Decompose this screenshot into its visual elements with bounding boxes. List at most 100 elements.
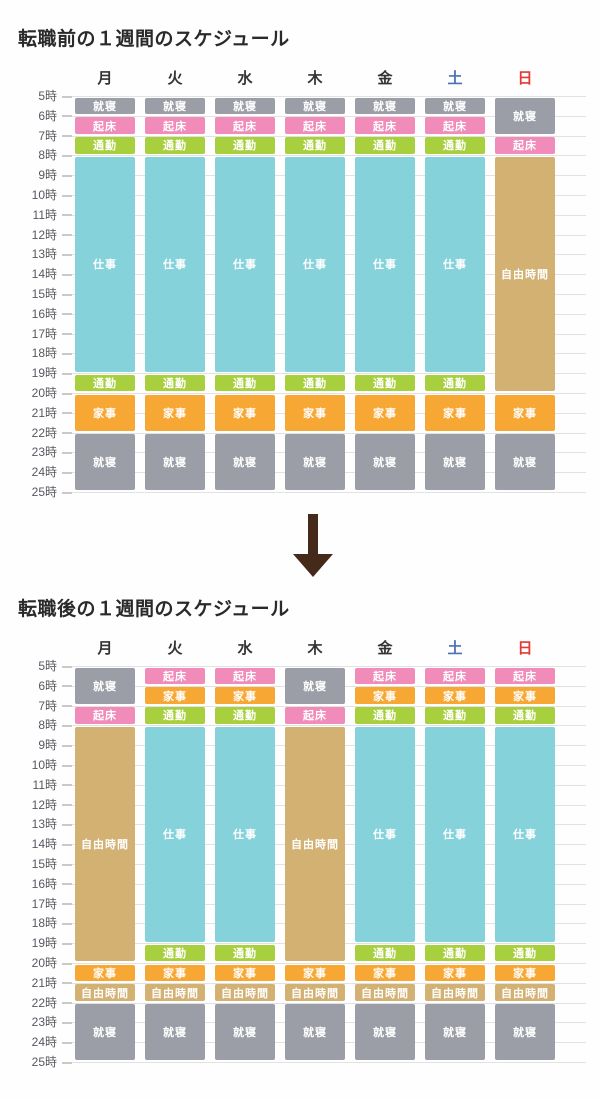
after-schedule-chart: 転職後の１週間のスケジュール 5時 6時 7時 8時 9時 10時 11時 12時 13時 14時…	[0, 580, 600, 1080]
schedule-block: 自由時間	[285, 984, 345, 1002]
day-header-6: 土	[447, 70, 463, 87]
hour-tick	[62, 174, 72, 177]
time-label: 16時	[31, 306, 57, 321]
schedule-block: 通勤	[355, 944, 415, 962]
schedule-block: 就寝	[215, 97, 275, 115]
time-label: 18時	[31, 346, 57, 361]
schedule-block: 就寝	[285, 434, 345, 491]
time-label: 10時	[31, 188, 57, 202]
hour-tick	[62, 412, 72, 415]
day-header-1: 月	[97, 70, 113, 87]
schedule-block: 自由時間	[495, 156, 555, 392]
hour-tick	[62, 1002, 72, 1005]
hour-tick	[62, 214, 72, 217]
schedule-block: 家事	[75, 394, 135, 432]
hour-tick	[62, 804, 72, 807]
time-label: 7時	[38, 128, 57, 143]
schedule-block: 就寝	[285, 667, 345, 705]
chart-title-after: 転職後の１週間のスケジュール	[18, 599, 290, 620]
schedule-block: 就寝	[215, 434, 275, 491]
hour-gridline	[64, 373, 586, 375]
hour-gridline	[64, 135, 586, 137]
schedule-block: 就寝	[75, 1004, 135, 1061]
day-header-3: 水	[237, 70, 253, 87]
schedule-block: 通勤	[145, 374, 205, 392]
schedule-block: 就寝	[355, 1004, 415, 1061]
hour-tick	[62, 883, 72, 886]
schedule-block: 起床	[285, 707, 345, 724]
time-label: 12時	[31, 227, 57, 242]
schedule-block: 就寝	[355, 434, 415, 491]
schedule-block: 就寝	[425, 1004, 485, 1061]
time-label: 6時	[38, 678, 57, 693]
hour-gridline	[64, 96, 586, 97]
time-label: 11時	[32, 777, 57, 792]
schedule-block: 通勤	[75, 137, 135, 154]
schedule-block: 就寝	[75, 97, 135, 115]
hour-tick	[62, 685, 72, 688]
hour-tick	[62, 313, 72, 316]
time-label: 11時	[32, 207, 57, 222]
schedule-block: 就寝	[145, 97, 205, 115]
time-label: 20時	[31, 956, 57, 970]
time-label: 20時	[31, 386, 57, 400]
schedule-block: 自由時間	[495, 984, 555, 1002]
hour-tick	[62, 115, 72, 118]
schedule-block: 就寝	[145, 1004, 205, 1061]
schedule-block: 起床	[215, 117, 275, 135]
schedule-block: 家事	[495, 687, 555, 705]
schedule-block: 通勤	[495, 944, 555, 962]
schedule-block: 家事	[215, 687, 275, 705]
time-label: 8時	[38, 718, 57, 733]
schedule-block: 仕事	[215, 156, 275, 372]
time-label: 5時	[38, 89, 57, 103]
schedule-block: 起床	[75, 707, 135, 724]
schedule-block: 起床	[145, 667, 205, 685]
day-header-4: 木	[307, 640, 323, 657]
day-header-1: 月	[97, 640, 113, 657]
schedule-block: 通勤	[215, 944, 275, 962]
schedule-block: 家事	[425, 687, 485, 705]
schedule-block: 自由時間	[145, 984, 205, 1002]
hour-tick	[62, 705, 72, 708]
hour-gridline	[64, 725, 586, 727]
time-label: 17時	[31, 326, 57, 341]
schedule-block: 就寝	[75, 434, 135, 491]
hour-tick	[62, 764, 72, 767]
schedule-block: 起床	[75, 117, 135, 135]
hour-gridline	[64, 155, 586, 157]
chart-title-before: 転職前の１週間のスケジュール	[18, 29, 290, 50]
schedule-block: 起床	[215, 667, 275, 685]
schedule-block: 通勤	[215, 137, 275, 154]
down-arrow-icon	[293, 514, 333, 577]
schedule-block: 仕事	[145, 156, 205, 372]
hour-gridline	[64, 432, 586, 434]
hour-tick	[62, 962, 72, 965]
schedule-block: 通勤	[495, 707, 555, 724]
time-label: 21時	[31, 405, 57, 420]
day-header-2: 火	[167, 640, 183, 657]
schedule-block: 自由時間	[75, 984, 135, 1002]
day-header-6: 土	[447, 640, 463, 657]
hour-gridline	[64, 705, 586, 707]
hour-tick	[62, 843, 72, 846]
hour-tick	[62, 1041, 72, 1044]
schedule-block: 起床	[285, 117, 345, 135]
schedule-block: 通勤	[145, 137, 205, 154]
time-label: 18時	[31, 916, 57, 931]
schedule-block: 仕事	[425, 726, 485, 942]
hour-tick	[62, 724, 72, 727]
schedule-block: 起床	[425, 117, 485, 135]
time-label: 5時	[38, 659, 57, 673]
day-header-3: 水	[237, 640, 253, 657]
time-label: 9時	[38, 738, 57, 753]
time-label: 8時	[38, 148, 57, 163]
schedule-block: 通勤	[285, 137, 345, 154]
hour-tick	[62, 392, 72, 395]
schedule-block: 家事	[215, 394, 275, 432]
hour-tick	[62, 942, 72, 945]
schedule-block: 自由時間	[215, 984, 275, 1002]
hour-tick	[62, 451, 72, 454]
schedule-block: 就寝	[145, 434, 205, 491]
schedule-block: 家事	[145, 687, 205, 705]
